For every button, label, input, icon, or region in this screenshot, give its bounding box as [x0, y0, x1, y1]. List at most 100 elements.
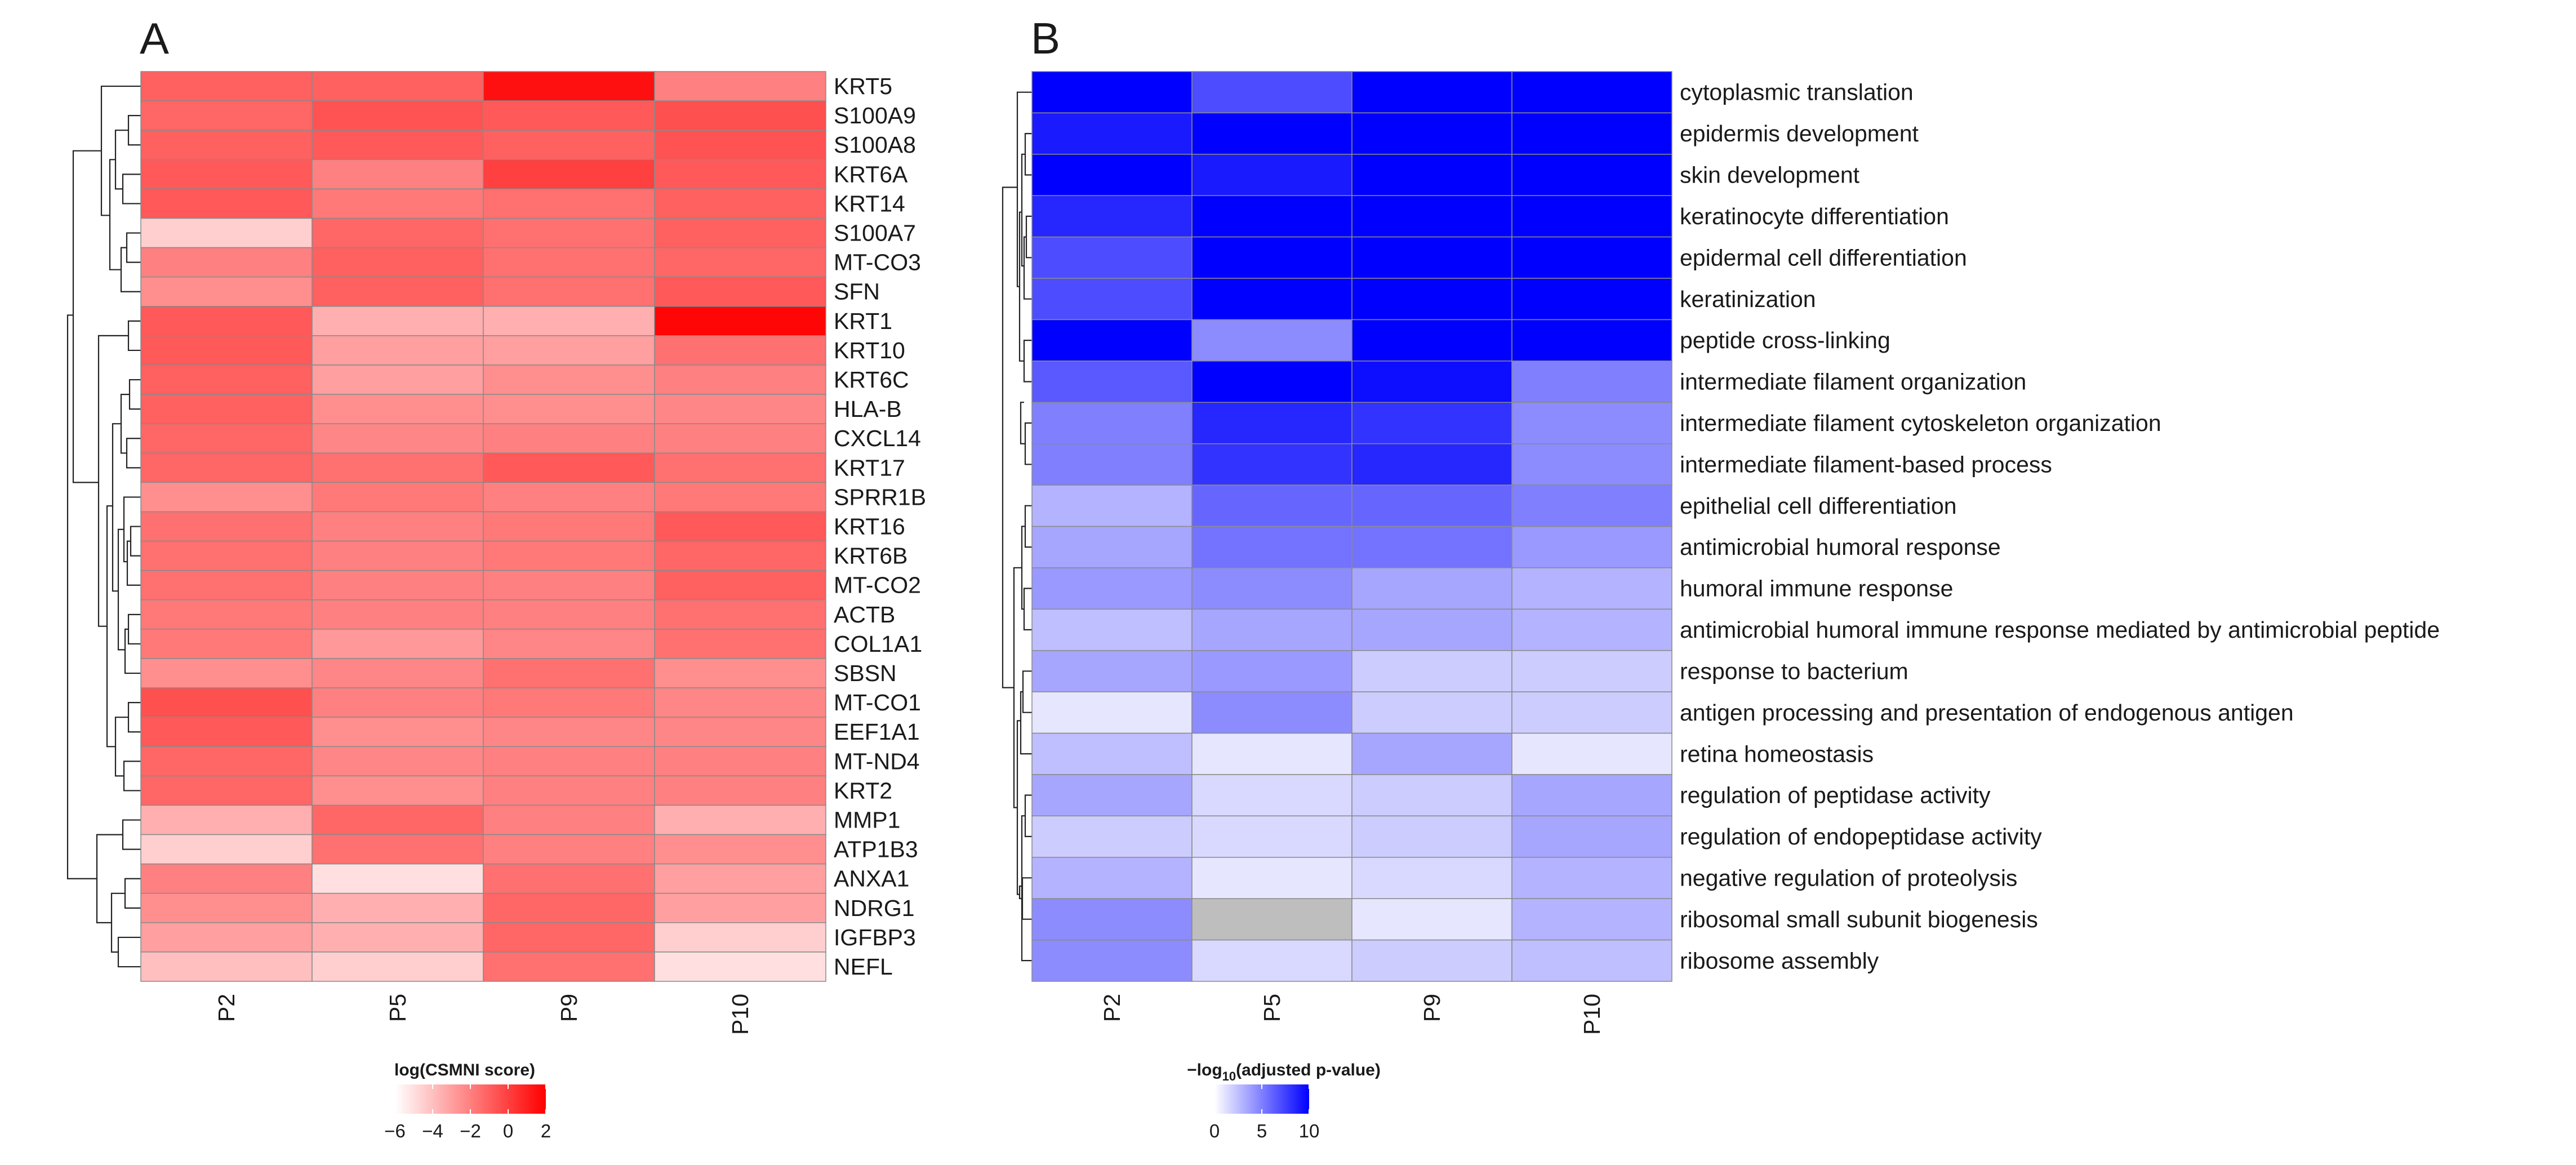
- panel-a-cell-nefl-p5: [312, 951, 484, 982]
- panel-b-row-label: keratinocyte differentiation: [1680, 203, 1949, 229]
- panel-a-dendrogram-branch: [127, 613, 141, 645]
- panel-a-cell-krt17-p5: [312, 452, 484, 483]
- panel-a-cell-sprr1b-p9: [483, 482, 655, 513]
- panel-b-cell-keratinocyte-differentiation-p10: [1511, 195, 1672, 238]
- panel-a-cell-mt-co3-p2: [140, 247, 313, 278]
- panel-a-colorbar-gradient: [395, 1084, 546, 1114]
- panel-b-cell-ribosomal-small-subunit-biogenesis-p5: [1191, 898, 1352, 941]
- panel-a-cell-anxa1-p2: [140, 863, 313, 894]
- panel-a-cell-col1a1-p10: [654, 629, 826, 659]
- panel-a-dendrogram-branch: [122, 174, 141, 204]
- panel-a-cell-mt-co3-p9: [483, 247, 655, 278]
- panel-a-cell-mt-co1-p10: [654, 687, 826, 718]
- panel-a-cell-s100a8-p2: [140, 130, 313, 161]
- panel-a-cell-mt-co3-p5: [312, 247, 484, 278]
- panel-a-row-label: KRT17: [834, 455, 905, 481]
- panel-b-cell-humoral-immune-response-p10: [1511, 567, 1672, 610]
- panel-a-cell-cxcl14-p5: [312, 423, 484, 454]
- panel-b-row-label: antigen processing and presentation of e…: [1680, 700, 2294, 726]
- panel-a-cell-atp1b3-p5: [312, 834, 484, 865]
- panel-b-cell-skin-development-p2: [1031, 154, 1193, 196]
- panel-b-column-label: P5: [1259, 994, 1285, 1022]
- panel-b-row-labels: cytoplasmic translation epidermis develop…: [1680, 79, 2440, 974]
- panel-a-cell-krt1-p2: [140, 306, 313, 336]
- panel-a-row-label: MT-CO1: [834, 690, 921, 715]
- panel-a-row-label: COL1A1: [834, 631, 922, 657]
- panel-a-cell-mt-co3-p10: [654, 247, 826, 278]
- panel-b-dendrogram-branch: [1018, 885, 1022, 900]
- panel-b-column-label: P10: [1579, 994, 1605, 1035]
- panel-b-cell-epithelial-cell-differentiation-p9: [1351, 484, 1512, 527]
- panel-a-cell-col1a1-p9: [483, 629, 655, 659]
- panel-b-cell-antimicrobial-humoral-response-p5: [1191, 526, 1352, 568]
- panel-b-cell-peptide-cross-linking-p5: [1191, 319, 1352, 362]
- panel-b-cell-antigen-processing-and-presentation-of-endogenous-antigen-p5: [1191, 691, 1352, 734]
- panel-a-row-label: MT-ND4: [834, 748, 920, 774]
- panel-a-cell-krt6a-p2: [140, 159, 313, 190]
- panel-a-dendrogram-branch: [126, 232, 141, 263]
- panel-a-cell-krt14-p5: [312, 188, 484, 219]
- panel-a-dendrogram-branch: [96, 834, 123, 923]
- panel-b-cell-ribosomal-small-subunit-biogenesis-p2: [1031, 898, 1193, 941]
- panel-a-cell-mt-nd4-p10: [654, 746, 826, 777]
- panel-b-row-label: epidermal cell differentiation: [1680, 244, 1967, 270]
- panel-b-cell-cytoplasmic-translation-p9: [1351, 71, 1512, 114]
- panel-b-cells: [1031, 71, 1672, 982]
- panel-b-row-label: intermediate filament organization: [1680, 369, 2026, 395]
- panel-b-cell-antimicrobial-humoral-immune-response-mediated-by-antimicrobial-peptide-p9: [1351, 608, 1512, 651]
- panel-a-cell-hla-b-p9: [483, 394, 655, 424]
- panel-b-row-label: retina homeostasis: [1680, 741, 1874, 767]
- panel-a-cell-krt17-p9: [483, 452, 655, 483]
- panel-a-cell-actb-p5: [312, 599, 484, 630]
- panel-b-cell-antigen-processing-and-presentation-of-endogenous-antigen-p10: [1511, 691, 1672, 734]
- panel-b-dendrogram-branch: [1024, 505, 1032, 548]
- panel-a-cell-krt6a-p10: [654, 159, 826, 190]
- panel-a-cell-actb-p10: [654, 599, 826, 630]
- panel-b-cell-regulation-of-peptidase-activity-p10: [1511, 774, 1672, 817]
- panel-b-dendrogram-branch: [1025, 215, 1032, 259]
- panel-b-row-label: epithelial cell differentiation: [1680, 493, 1957, 519]
- panel-b-row-label: response to bacterium: [1680, 658, 1908, 684]
- panel-a-row-label: ANXA1: [834, 866, 909, 892]
- panel-a-row-label: NDRG1: [834, 895, 915, 921]
- panel-a-colorbar: log(CSMNI score) −6 −4 −2 0 2: [384, 1061, 551, 1141]
- panel-a-cell-krt14-p9: [483, 188, 655, 219]
- panel-a-cell-atp1b3-p2: [140, 834, 313, 865]
- panel-b-row-label: skin development: [1680, 162, 1860, 188]
- panel-a-row-label: MT-CO3: [834, 250, 921, 275]
- panel-a-cell-krt14-p10: [654, 188, 826, 219]
- panel-a-dendrogram-branch: [127, 115, 141, 146]
- panel-b-cell-retina-homeostasis-p2: [1031, 732, 1193, 775]
- panel-a-cell-krt6c-p2: [140, 364, 313, 395]
- panel-a-dendrogram-branch: [112, 423, 121, 592]
- panel-a-cell-krt5-p10: [654, 71, 826, 101]
- panel-b-cell-retina-homeostasis-p10: [1511, 732, 1672, 775]
- panel-b-cell-ribosome-assembly-p5: [1191, 939, 1352, 982]
- panel-a-cell-sfn-p5: [312, 276, 484, 307]
- panel-b-cell-skin-development-p10: [1511, 154, 1672, 196]
- panel-a-cell-krt6b-p2: [140, 540, 313, 571]
- panel-a-row-label: IGFBP3: [834, 924, 916, 950]
- panel-a-cell-eef1a1-p5: [312, 717, 484, 747]
- panel-a-cell-nefl-p10: [654, 951, 826, 982]
- panel-a-row-label: KRT16: [834, 514, 905, 540]
- panel-a-cell-sbsn-p2: [140, 658, 313, 688]
- panel-a-cell-sbsn-p5: [312, 658, 484, 688]
- panel-a-cell-krt5-p5: [312, 71, 484, 101]
- panel-b-colorbar: −log10(adjusted p-value) 0 5 10: [1187, 1061, 1381, 1141]
- panel-a-cell-anxa1-p5: [312, 863, 484, 894]
- panel-b-dendrogram-branch: [1024, 133, 1032, 176]
- panel-b-cell-ribosome-assembly-p10: [1511, 939, 1672, 982]
- panel-a-cell-krt16-p2: [140, 511, 313, 542]
- panel-b-cell-keratinization-p2: [1031, 278, 1193, 321]
- panel-a-colorbar-tick-label: 2: [541, 1120, 551, 1141]
- panel-a-cell-sprr1b-p5: [312, 482, 484, 513]
- panel-b-label: B: [1031, 14, 1060, 63]
- panel-a-cell-mmp1-p2: [140, 804, 313, 835]
- panel-b-cell-humoral-immune-response-p2: [1031, 567, 1193, 610]
- panel-a-cell-s100a8-p10: [654, 130, 826, 161]
- panel-a: A KRT5 S100A9 S100A8 KRT6A KRT14 S100A7 MT-CO3…: [66, 14, 926, 1141]
- panel-a-cell-igfbp3-p9: [483, 922, 655, 953]
- panel-a-column-label: P2: [213, 994, 239, 1022]
